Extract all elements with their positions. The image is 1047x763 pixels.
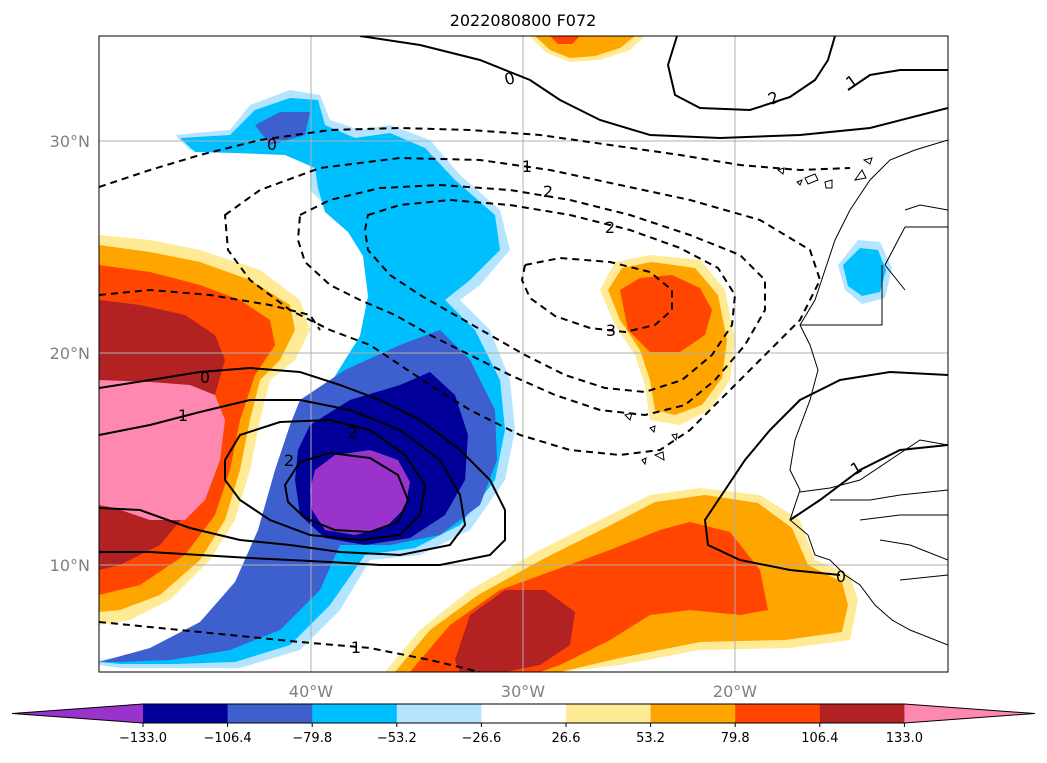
contour-label: 3 (606, 321, 616, 340)
contour-lines (99, 36, 948, 576)
colorbar-segment (819, 704, 905, 723)
colorbar-tick-label: −26.6 (461, 731, 501, 746)
contour-solid-east-1 (789, 444, 948, 521)
border-morocco (800, 204, 948, 326)
contour-dashed-lines (99, 126, 851, 672)
lon-label-40w: 40°W (289, 682, 333, 701)
positive-field-center-red (620, 275, 712, 352)
colorbar-tick-label: −53.2 (377, 731, 417, 746)
lat-label-30n: 30°N (50, 132, 90, 151)
latitude-labels: 30°N 20°N 10°N (50, 132, 90, 575)
colorbar-tick-label: −133.0 (119, 731, 167, 746)
colorbar-segment (143, 704, 229, 723)
colorbar-segment (396, 704, 482, 723)
colorbar-tick-label: −79.8 (292, 731, 332, 746)
contour-label: 0 (836, 567, 846, 586)
colorbar-tick-label: 133.0 (886, 731, 923, 746)
lon-label-30w: 30°W (501, 682, 545, 701)
contour-label: 2 (284, 451, 294, 470)
colorbar-tick-label: 26.6 (552, 731, 581, 746)
coast-cape-verde (624, 412, 678, 466)
contour-solid-top-0 (359, 36, 948, 140)
contour-label: 2 (605, 218, 615, 237)
colorbar-tick-label: 79.8 (721, 731, 750, 746)
positive-field-west-pink (99, 380, 225, 520)
coast-canary-islands (776, 157, 873, 189)
contour-dashed-high-0 (99, 126, 851, 188)
map-frame (98, 35, 949, 673)
colorbar: −133.0 −106.4 −79.8 −53.2 −26.6 26.6 53.2 79.8 1… (11, 703, 1036, 746)
positive-field-south-darkred (455, 590, 575, 672)
negative-field-band-violet (310, 450, 410, 535)
contour-dashed-high-3 (520, 256, 673, 334)
colorbar-tick-label: 106.4 (801, 731, 838, 746)
longitude-labels: 40°W 30°W 20°W (289, 682, 757, 701)
contour-label: 1 (178, 406, 188, 425)
contour-label: 2 (543, 182, 553, 201)
colorbar-tick-label: −106.4 (204, 731, 252, 746)
contour-label: 0 (267, 135, 277, 154)
contour-solid-top-1 (847, 69, 948, 91)
contour-label: 2 (348, 423, 358, 442)
coast-north-africa (789, 139, 948, 646)
positive-field-north-red (550, 36, 580, 44)
colorbar-segment (566, 704, 652, 723)
contour-dashed-high-2 (296, 183, 766, 417)
contour-solid-west-0 (99, 366, 506, 566)
gridlines (99, 36, 948, 672)
negative-field-canary-cyan (843, 248, 886, 296)
colorbar-segment (650, 704, 736, 723)
colorbar-extend-max (904, 704, 1035, 723)
coastlines (624, 139, 948, 646)
contour-solid-west-1 (99, 399, 467, 557)
contour-label: 0 (200, 368, 210, 387)
colorbar-segment (735, 704, 821, 723)
contour-dashed-south-0 (99, 621, 481, 672)
colorbar-segment (481, 704, 567, 723)
lat-label-20n: 20°N (50, 344, 90, 363)
contour-solid-east-0 (703, 370, 948, 576)
negative-field-band-blue (255, 112, 310, 145)
contour-label: 1 (522, 157, 532, 176)
colorbar-segment (312, 704, 398, 723)
colorbar-tick-label: 53.2 (636, 731, 665, 746)
border-west-africa (799, 439, 948, 581)
contour-solid-west-3 (283, 451, 410, 534)
contour-dashed-high-2b (363, 198, 737, 394)
colorbar-extend-min (12, 704, 143, 723)
map-title: 2022080800 F072 (450, 11, 597, 30)
lat-label-10n: 10°N (50, 556, 90, 575)
contour-label: 1 (351, 638, 361, 657)
shaded-fields (99, 36, 892, 672)
colorbar-segment (227, 704, 313, 723)
contour-dashed-high-1 (223, 156, 822, 457)
contour-label: 0 (502, 68, 517, 89)
contour-dashed-west-0 (99, 288, 321, 331)
lon-label-20w: 20°W (713, 682, 757, 701)
contour-solid-west-2 (224, 418, 427, 542)
contour-solid-top-2 (666, 36, 836, 112)
